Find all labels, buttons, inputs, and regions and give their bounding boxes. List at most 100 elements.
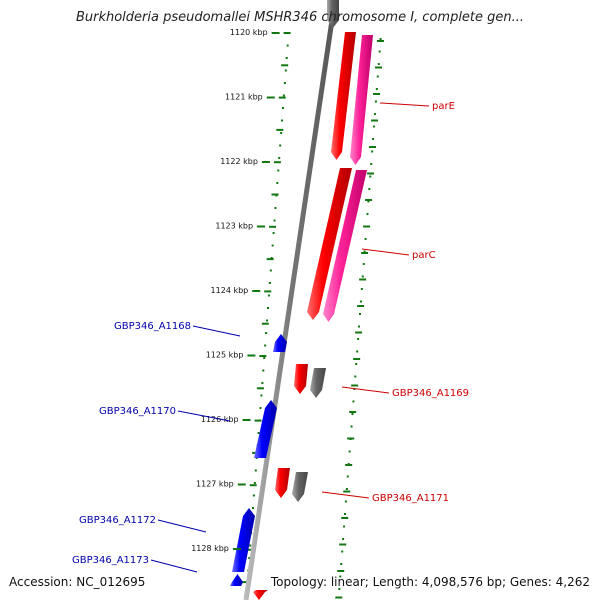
scale-tick-inner bbox=[341, 517, 349, 519]
scale-tick-inner bbox=[373, 93, 381, 95]
scale-dot-inner bbox=[374, 100, 377, 103]
gene-GBP346_A1170[interactable] bbox=[254, 400, 277, 458]
scale-dot-inner bbox=[364, 238, 367, 240]
scale-dot-inner bbox=[378, 50, 381, 53]
scale-dot-inner bbox=[358, 313, 361, 315]
pseudo-GBP346_A1169[interactable] bbox=[310, 368, 326, 398]
scale-dot-outer bbox=[276, 182, 279, 184]
scale-dot-outer bbox=[266, 307, 269, 309]
kbp-tick-mark bbox=[271, 32, 280, 34]
sequence-summary: Topology: linear; Length: 4,098,576 bp; … bbox=[270, 575, 590, 589]
gene-GBP346_A1171[interactable] bbox=[275, 468, 290, 498]
kbp-tick-mark bbox=[247, 354, 256, 357]
scale-dot-outer bbox=[263, 357, 266, 359]
scale-dot-inner bbox=[372, 138, 375, 140]
scale-dot-outer bbox=[267, 294, 270, 297]
gene-label-reverse[interactable]: GBP346_A1170 bbox=[99, 406, 176, 417]
scale-dot-inner bbox=[376, 75, 379, 78]
scale-dot-inner bbox=[359, 300, 362, 303]
scale-tick-inner bbox=[347, 437, 355, 440]
scale-tick-inner bbox=[371, 119, 379, 122]
kbp-tick-label: 1123 kbp bbox=[215, 222, 253, 231]
scale-dot-inner bbox=[354, 375, 357, 378]
label-leader bbox=[321, 491, 370, 499]
scale-tick-inner bbox=[375, 66, 383, 69]
map-title: Burkholderia pseudomallei MSHR346 chromo… bbox=[75, 10, 525, 25]
scale-dot-outer bbox=[277, 169, 280, 172]
gene-GBP346_A1172[interactable] bbox=[232, 508, 255, 572]
scale-tick-inner bbox=[349, 411, 357, 413]
gene-GBP346_A1169[interactable] bbox=[294, 364, 308, 394]
scale-dot-inner bbox=[370, 163, 373, 165]
gene-label-forward[interactable]: GBP346_A1171 bbox=[372, 493, 449, 504]
label-leader bbox=[361, 248, 410, 256]
gene-parC[interactable] bbox=[307, 168, 352, 320]
label-leader bbox=[192, 325, 241, 337]
kbp-tick-mark bbox=[242, 419, 251, 421]
scale-tick bbox=[281, 64, 289, 67]
scale-tick bbox=[271, 193, 279, 196]
feature-track bbox=[230, 0, 373, 600]
scale-tick-inner bbox=[365, 199, 373, 201]
scale-tick-inner bbox=[369, 146, 377, 148]
scale-tick-inner bbox=[363, 225, 371, 228]
gene-label-reverse[interactable]: GBP346_A1172 bbox=[79, 515, 156, 526]
kbp-tick-label: 1122 kbp bbox=[220, 157, 258, 166]
gene-label-forward[interactable]: parE bbox=[432, 101, 455, 112]
scale-dot-inner bbox=[366, 213, 369, 215]
kbp-tick-label: 1128 kbp bbox=[191, 544, 229, 553]
kbp-tick-mark bbox=[261, 161, 270, 163]
cds-parC[interactable] bbox=[323, 170, 367, 322]
scale-dot-inner bbox=[339, 575, 342, 578]
gene-parE[interactable] bbox=[331, 32, 356, 160]
scale-tick bbox=[273, 161, 281, 164]
scale-dot-outer bbox=[249, 544, 252, 547]
scale-tick bbox=[261, 322, 269, 325]
backbone-line bbox=[243, 0, 338, 600]
scale-dot-inner bbox=[348, 450, 351, 453]
scale-dot-inner bbox=[355, 363, 358, 365]
kbp-tick-label: 1125 kbp bbox=[206, 351, 244, 360]
cds-parE[interactable] bbox=[350, 35, 373, 165]
scale-dot-inner bbox=[377, 63, 380, 65]
scale-tick-inner bbox=[343, 490, 351, 493]
scale-dot-inner bbox=[368, 188, 371, 190]
scale-dot-inner bbox=[345, 488, 348, 490]
scale-tick-inner bbox=[367, 172, 375, 175]
scale-dot-inner bbox=[357, 338, 360, 340]
scale-tick bbox=[242, 581, 250, 584]
scale-tick-inner bbox=[337, 570, 345, 572]
scale-dot-outer bbox=[269, 269, 272, 272]
scale-dot-outer bbox=[251, 507, 254, 509]
scale-dot-outer bbox=[270, 257, 273, 259]
scale-tick bbox=[266, 258, 274, 261]
scale-dot-outer bbox=[274, 207, 277, 209]
kbp-tick-label: 1121 kbp bbox=[225, 93, 263, 102]
scale-dot-outer bbox=[268, 282, 271, 284]
label-leader bbox=[379, 102, 430, 107]
gene-label-reverse[interactable]: GBP346_A1168 bbox=[114, 321, 191, 332]
gene-offscreen-top[interactable] bbox=[327, 0, 339, 28]
pseudo-GBP346_A1171[interactable] bbox=[292, 472, 308, 502]
gene-label-forward[interactable]: parC bbox=[412, 250, 436, 261]
scale-tick-inner bbox=[359, 278, 367, 281]
scale-dot-outer bbox=[286, 44, 289, 47]
gene-label-reverse[interactable]: GBP346_A1173 bbox=[72, 555, 149, 566]
scale-tick-inner bbox=[355, 331, 363, 334]
kbp-tick-mark bbox=[232, 548, 241, 550]
gene-offscreen-bottom[interactable] bbox=[253, 590, 268, 600]
label-layer: 1120 kbp 1121 kbp 1122 kbp 1123 kbp 1124 kbp… bbox=[72, 28, 469, 573]
scale-tick-inner bbox=[335, 596, 343, 599]
scale-tick-inner bbox=[339, 543, 347, 546]
scale-dot-inner bbox=[340, 563, 343, 565]
gene-GBP346_A1173[interactable] bbox=[230, 574, 243, 586]
scale-dot-outer bbox=[283, 82, 286, 84]
gene-label-forward[interactable]: GBP346_A1169 bbox=[392, 388, 469, 399]
scale-dot-outer bbox=[284, 69, 287, 72]
scale-dot-outer bbox=[266, 319, 269, 322]
gene-GBP346_A1168[interactable] bbox=[273, 334, 287, 352]
scale-dot-inner bbox=[342, 538, 345, 540]
kbp-tick-label: 1127 kbp bbox=[196, 480, 234, 489]
scale-dot-outer bbox=[259, 407, 262, 409]
